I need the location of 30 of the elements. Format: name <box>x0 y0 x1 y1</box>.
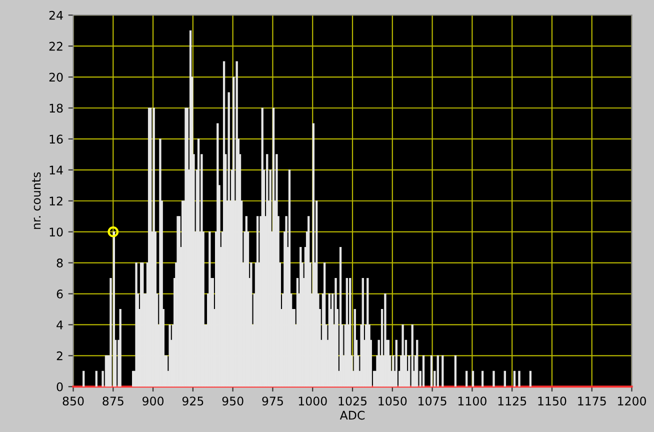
y-tick-label: 4 <box>56 320 63 330</box>
x-tick-label: 1100 <box>458 396 486 406</box>
y-axis-title: nr. counts <box>32 172 41 229</box>
y-tick-label: 0 <box>56 382 63 392</box>
y-tick-label: 16 <box>50 134 63 144</box>
y-tick-label: 2 <box>56 351 62 360</box>
y-tick-label: 24 <box>49 10 63 20</box>
x-tick-label: 950 <box>222 396 244 406</box>
y-tick-label: 12 <box>50 196 62 206</box>
y-tick-label: 8 <box>56 258 63 268</box>
x-tick-label: 1125 <box>498 396 526 406</box>
y-tick-label: 22 <box>49 42 62 51</box>
y-tick-label: 14 <box>50 166 63 174</box>
y-tick-label: 10 <box>50 228 63 236</box>
x-tick-label: 1075 <box>418 396 446 406</box>
x-tick-label: 1200 <box>618 396 646 406</box>
x-axis-title: ADC <box>340 410 365 420</box>
x-tick-label: 975 <box>262 396 283 406</box>
x-tick-label: 925 <box>182 396 204 406</box>
x-tick-label: 1025 <box>338 396 366 406</box>
x-tick-label: 1150 <box>538 396 566 406</box>
x-tick-label: 1175 <box>578 396 606 406</box>
y-tick-label: 6 <box>56 289 63 298</box>
x-tick-label: 900 <box>142 396 164 406</box>
x-tick-label: 850 <box>62 396 84 406</box>
x-tick-label: 1000 <box>298 396 327 406</box>
y-tick-label: 20 <box>49 72 63 82</box>
y-tick-label: 18 <box>50 104 63 113</box>
x-tick-label: 1050 <box>378 396 407 406</box>
x-tick-label: 875 <box>102 396 124 406</box>
